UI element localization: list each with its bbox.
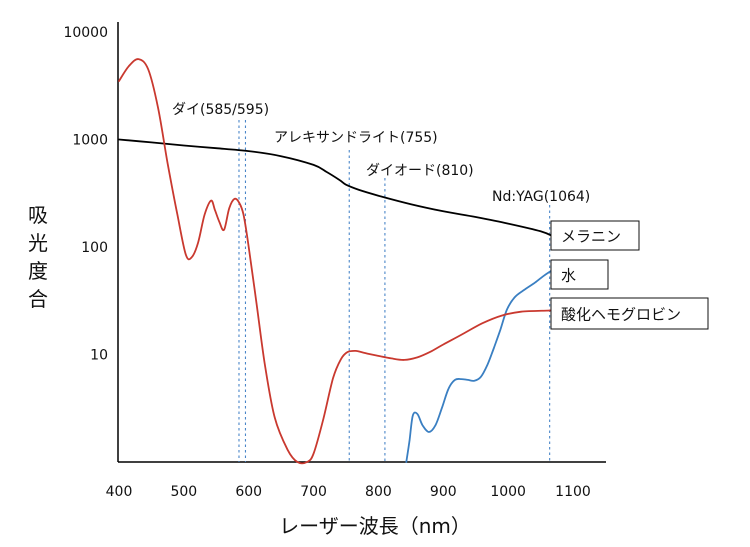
- y-axis-label-char: 吸: [28, 203, 48, 227]
- legend-box: [550, 220, 640, 251]
- laser-label: ダイ(585/595): [172, 102, 269, 118]
- legend-label: 酸化ヘモグロビン: [561, 306, 681, 324]
- legend-label: 水: [561, 267, 576, 285]
- series-lines: [118, 58, 555, 465]
- y-axis-label-char: 光: [28, 231, 48, 255]
- series-line: [118, 138, 555, 238]
- x-tick-label: 500: [170, 484, 197, 500]
- laser-label: Nd:YAG(1064): [492, 189, 590, 205]
- x-axis-label: レーザー波長（nm）: [279, 514, 471, 538]
- y-axis-label-char: 度: [28, 259, 48, 283]
- y-axis-label-char: 合: [28, 287, 48, 311]
- legend-box: [550, 259, 609, 290]
- series-line: [118, 58, 555, 465]
- x-tick-label: 600: [235, 484, 262, 500]
- laser-labels: ダイ(585/595) アレキサンドライト(755) ダイオード(810) Nd:YA…: [172, 102, 590, 205]
- legend-label: メラニン: [561, 228, 621, 246]
- y-tick-label: 1000: [72, 133, 108, 149]
- y-tick-label: 10000: [63, 25, 108, 41]
- x-tick-labels: 400 500 600 700 800 900 1000 1100: [106, 484, 591, 500]
- x-tick-label: 900: [430, 484, 457, 500]
- x-tick-label: 400: [106, 484, 133, 500]
- x-tick-label: 1000: [490, 484, 526, 500]
- laser-label: ダイオード(810): [366, 163, 474, 179]
- x-tick-label: 800: [365, 484, 392, 500]
- x-tick-label: 1100: [555, 484, 591, 500]
- legend-box: [550, 297, 709, 330]
- laser-lines: [238, 120, 551, 462]
- laser-label: アレキサンドライト(755): [274, 130, 438, 146]
- axes: [117, 22, 606, 463]
- x-tick-label: 700: [300, 484, 327, 500]
- y-tick-label: 100: [81, 240, 108, 256]
- y-tick-label: 10: [90, 348, 108, 364]
- y-tick-labels: 10 100 1000 10000: [63, 25, 108, 364]
- series-line: [405, 268, 555, 463]
